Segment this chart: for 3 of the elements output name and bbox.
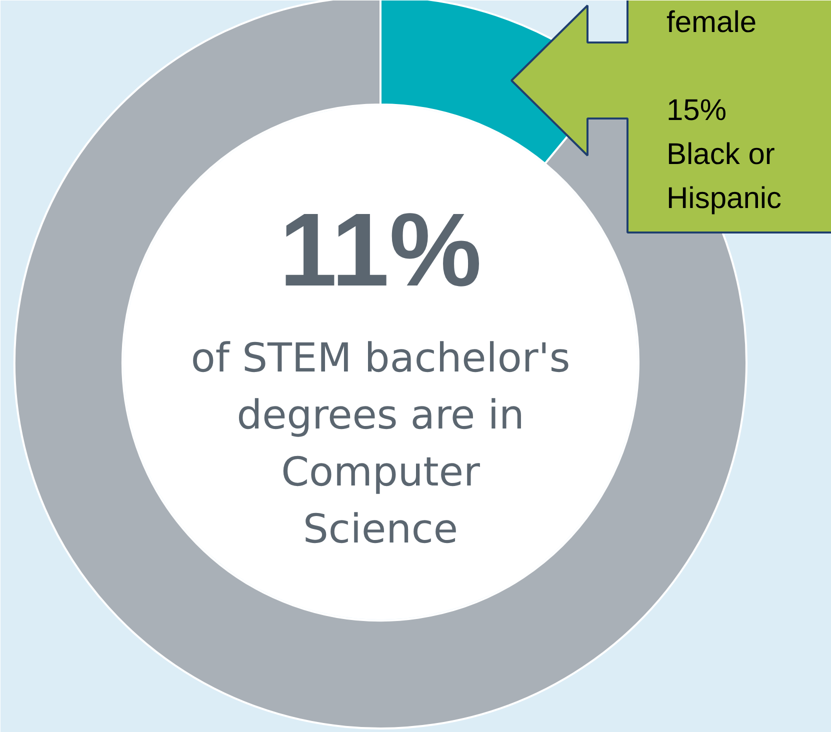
text: of STEM bachelor's degrees are in Computer Science [190,336,570,552]
text: female 15% Black or Hispanic [666,6,782,215]
data-label: 11% [279,192,482,308]
